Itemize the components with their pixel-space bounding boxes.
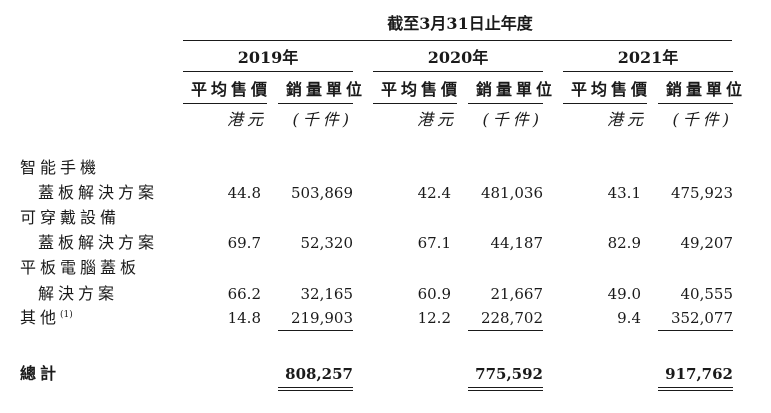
total-double-rule (468, 387, 543, 388)
year-2020: 2020年 (427, 48, 489, 67)
cell-value: 66.2 (227, 285, 261, 303)
cell-value: 40,555 (680, 285, 734, 303)
cell-value: 219,903 (290, 309, 353, 327)
unit-currency: 港元 (226, 110, 267, 129)
year-rule-2021 (563, 71, 733, 72)
col-rule (373, 103, 457, 104)
total-double-rule (468, 390, 543, 391)
total-value: 775,592 (475, 365, 543, 383)
row-label-cont: 蓋板解決方案 (38, 233, 159, 252)
row-label: 其他(1) (20, 310, 73, 326)
total-value: 917,762 (665, 365, 733, 383)
header-rule (183, 40, 732, 41)
total-double-rule (278, 387, 353, 388)
cell-value: 82.9 (607, 234, 641, 252)
cell-value: 32,165 (300, 285, 354, 303)
cell-value: 49.0 (607, 285, 641, 303)
cell-value: 44,187 (490, 234, 544, 252)
cell-value: 352,077 (670, 309, 733, 327)
col-rule (563, 103, 647, 104)
cell-value: 12.2 (417, 309, 451, 327)
cell-value: 9.4 (617, 309, 641, 327)
year-rule-2019 (183, 71, 353, 72)
col-rule (183, 103, 267, 104)
col-rule (658, 103, 733, 104)
footnote-marker: (1) (60, 310, 73, 320)
row-label-cont: 解決方案 (38, 284, 119, 303)
col-avg-price-2019: 平均售價 (191, 80, 272, 99)
row-label: 平板電腦蓋板 (20, 258, 141, 277)
cell-value: 503,869 (290, 184, 353, 202)
year-2019: 2019年 (237, 48, 299, 67)
cell-value: 69.7 (227, 234, 261, 252)
year-rule-2020 (373, 71, 543, 72)
cell-value: 67.1 (417, 234, 451, 252)
unit-currency: 港元 (416, 110, 457, 129)
cell-value: 42.4 (417, 184, 451, 202)
col-avg-price-2020: 平均售價 (381, 80, 462, 99)
subtotal-rule (658, 330, 733, 331)
col-rule (468, 103, 543, 104)
cell-value: 21,667 (490, 285, 544, 303)
total-label: 總計 (20, 364, 61, 383)
total-value: 808,257 (285, 365, 353, 383)
row-label-cont: 蓋板解決方案 (38, 183, 159, 202)
table-title: 截至3月31日止年度 (387, 14, 533, 33)
total-double-rule (278, 390, 353, 391)
row-label-text: 其他 (20, 308, 61, 327)
unit-thousand: (千件) (482, 110, 543, 129)
total-double-rule (658, 387, 733, 388)
cell-value: 481,036 (480, 184, 543, 202)
col-units-2020: 銷量單位 (476, 80, 557, 99)
cell-value: 14.8 (227, 309, 261, 327)
cell-value: 49,207 (680, 234, 734, 252)
cell-value: 475,923 (670, 184, 733, 202)
col-avg-price-2021: 平均售價 (571, 80, 652, 99)
cell-value: 60.9 (417, 285, 451, 303)
cell-value: 44.8 (227, 184, 261, 202)
cell-value: 52,320 (300, 234, 354, 252)
col-units-2021: 銷量單位 (666, 80, 747, 99)
cell-value: 43.1 (607, 184, 641, 202)
unit-thousand: (千件) (292, 110, 353, 129)
cell-value: 228,702 (480, 309, 543, 327)
unit-thousand: (千件) (672, 110, 733, 129)
row-label: 智能手機 (20, 158, 101, 177)
subtotal-rule (278, 330, 353, 331)
total-double-rule (658, 390, 733, 391)
col-rule (278, 103, 353, 104)
row-label: 可穿戴設備 (20, 208, 121, 227)
subtotal-rule (468, 330, 543, 331)
col-units-2019: 銷量單位 (286, 80, 367, 99)
year-2021: 2021年 (617, 48, 679, 67)
unit-currency: 港元 (606, 110, 647, 129)
